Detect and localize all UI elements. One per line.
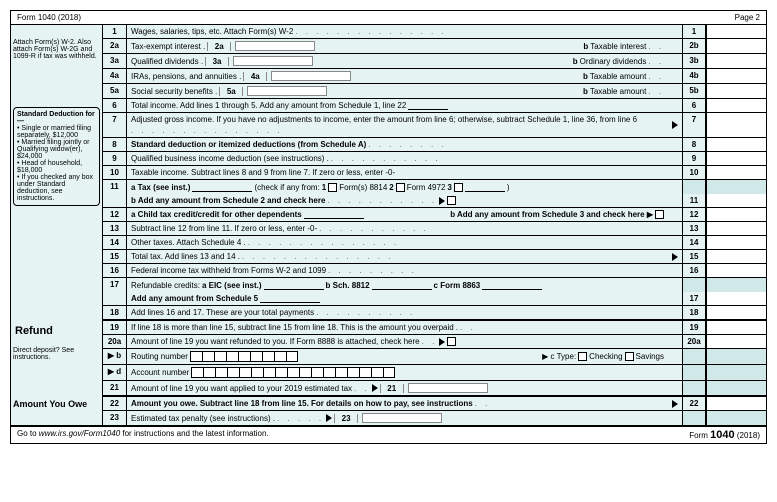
page-footer: Go to www.irs.gov/Form1040 for instructi… [11, 426, 766, 443]
amount-1[interactable] [706, 25, 766, 38]
std-bullet-3: • If you checked any box under Standard … [17, 174, 96, 202]
amount-22[interactable] [706, 397, 766, 410]
input-2a[interactable] [235, 41, 315, 51]
std-bullet-2: • Head of household, $18,000 [17, 160, 96, 174]
direct-deposit-label: Direct deposit? See instructions. [13, 347, 100, 361]
input-5a[interactable] [247, 86, 327, 96]
input-12a[interactable] [304, 210, 364, 219]
checkbox-savings[interactable] [625, 352, 634, 361]
amount-14[interactable] [706, 236, 766, 249]
amount-4b[interactable] [706, 69, 766, 83]
amount-9[interactable] [706, 152, 766, 165]
checkbox-11a-3[interactable] [454, 183, 463, 192]
line-num-2a: 2a [103, 39, 127, 53]
input-17c[interactable] [482, 281, 542, 290]
amount-17[interactable] [706, 292, 766, 305]
checkbox-8888[interactable] [447, 337, 456, 346]
account-number-input[interactable] [191, 367, 395, 378]
input-3a[interactable] [233, 56, 313, 66]
checkbox-12b[interactable] [655, 210, 664, 219]
std-bullet-0: • Single or married filing separately, $… [17, 125, 96, 139]
line-num-1: 1 [103, 25, 127, 38]
form-1040-page2: Form 1040 (2018) Page 2 Attach Form(s) W… [10, 10, 767, 444]
amount-3b[interactable] [706, 54, 766, 68]
amount-12[interactable] [706, 208, 766, 221]
amount-5b[interactable] [706, 84, 766, 98]
checkbox-11b[interactable] [447, 196, 456, 205]
amount-7[interactable] [706, 113, 766, 137]
form-title: Form 1040 (2018) [17, 13, 81, 22]
input-11a-tax[interactable] [192, 183, 252, 192]
checkbox-8814[interactable] [328, 183, 337, 192]
amount-6[interactable] [706, 99, 766, 112]
amount-11[interactable] [706, 194, 766, 207]
arrow-icon [672, 121, 678, 129]
std-deduction-box: Standard Deduction for— • Single or marr… [13, 107, 100, 206]
amount-20a[interactable] [706, 335, 766, 348]
amount-15[interactable] [706, 250, 766, 263]
sidebar-attach: Attach Form(s) W-2. Also attach Form(s) … [13, 39, 97, 60]
amount-8[interactable] [706, 138, 766, 151]
input-17a[interactable] [264, 281, 324, 290]
checkbox-checking[interactable] [578, 352, 587, 361]
std-bullet-1: • Married filing jointly or Qualifying w… [17, 139, 96, 160]
input-17b[interactable] [372, 281, 432, 290]
amount-18[interactable] [706, 306, 766, 319]
std-title: Standard Deduction for— [17, 111, 96, 125]
owe-label: Amount You Owe [13, 399, 100, 409]
page-number: Page 2 [735, 13, 760, 22]
page-header: Form 1040 (2018) Page 2 [11, 11, 766, 25]
amount-2b[interactable] [706, 39, 766, 53]
refund-label: Refund [13, 323, 100, 339]
footer-url: www.irs.gov/Form1040 [39, 429, 120, 438]
amount-10[interactable] [706, 166, 766, 179]
rbox-1: 1 [682, 25, 706, 38]
amount-13[interactable] [706, 222, 766, 235]
input-21[interactable] [408, 383, 488, 393]
amount-16[interactable] [706, 264, 766, 277]
input-23[interactable] [362, 413, 442, 423]
checkbox-4972[interactable] [396, 183, 405, 192]
line-1-desc: Wages, salaries, tips, etc. Attach Form(… [127, 25, 668, 38]
line-2a-desc: Tax-exempt interest . [131, 42, 205, 51]
amount-19[interactable] [706, 321, 766, 334]
input-4a[interactable] [271, 71, 351, 81]
routing-number-input[interactable] [190, 351, 298, 362]
line-2b-desc: Taxable interest [590, 42, 646, 51]
